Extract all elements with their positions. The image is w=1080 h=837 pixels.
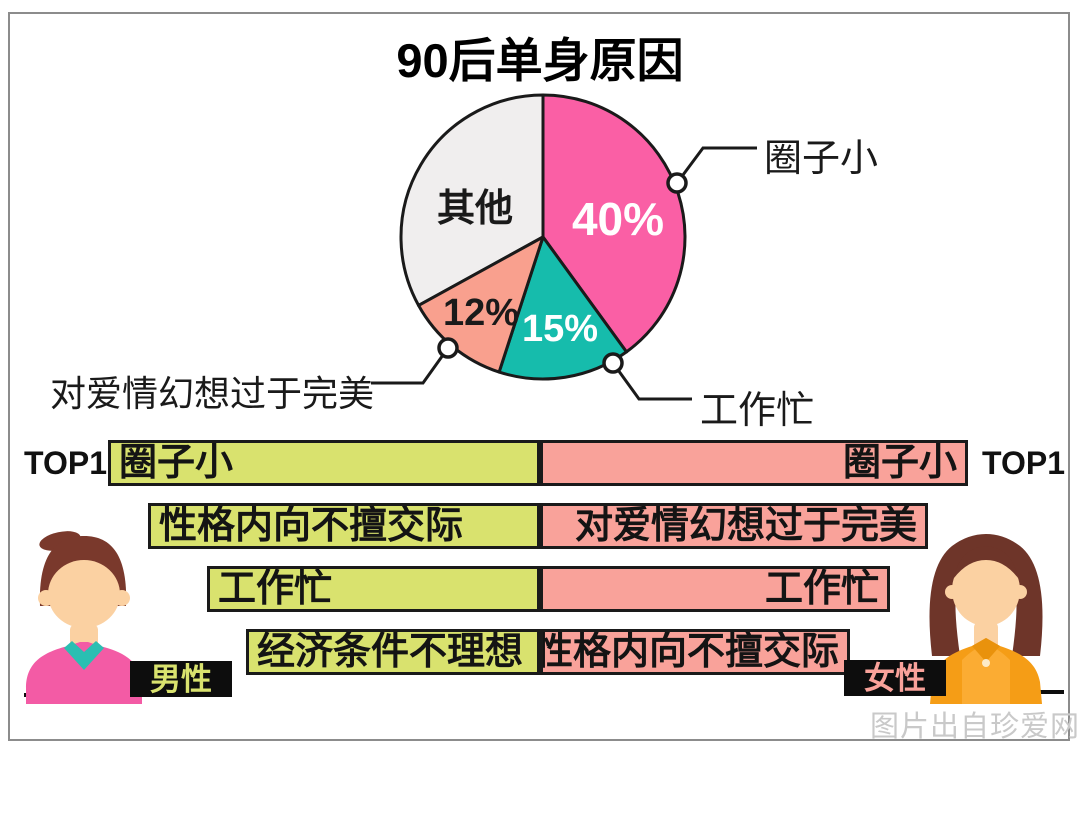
callout-line <box>675 146 757 184</box>
callout-dot <box>602 352 624 374</box>
male-tag-label: 男性 <box>150 661 212 697</box>
callout-busy-work <box>602 352 692 401</box>
callout-label-love-fantasy: 对爱情幻想过于完美 <box>50 373 375 414</box>
callout-label-busy-work: 工作忙 <box>700 390 815 432</box>
pie-value-12: 12% <box>443 292 519 334</box>
female-bar-rank2: 对爱情幻想过于完美 <box>540 503 928 549</box>
male-face <box>48 560 120 628</box>
male-rank4-label: 经济条件不理想 <box>257 631 524 673</box>
callout-love-fantasy <box>371 337 459 385</box>
callout-line <box>371 347 450 385</box>
male-rank2-label: 性格内向不擅交际 <box>159 505 464 547</box>
female-bangs <box>954 546 1018 578</box>
female-pendant <box>982 659 990 667</box>
rank-row-2: 性格内向不擅交际 对爱情幻想过于完美 <box>0 503 1080 549</box>
pie-chart: 40% 15% 12% 其他 <box>371 93 757 401</box>
male-rank3-label: 工作忙 <box>218 568 333 610</box>
pie-value-40: 40% <box>572 193 664 245</box>
female-tag: 女性 <box>844 660 946 696</box>
callout-line <box>611 362 692 401</box>
male-bar-rank2: 性格内向不擅交际 <box>148 503 540 549</box>
top1-badge-male: TOP1 <box>24 444 107 481</box>
callout-small-circle <box>666 146 757 194</box>
rank-row-1: 圈子小 圈子小 <box>0 440 1080 486</box>
male-rank1-label: 圈子小 <box>119 442 234 484</box>
female-rank4-label: 性格内向不擅交际 <box>540 631 839 673</box>
callout-label-small-circle: 圈子小 <box>764 138 879 180</box>
male-bar-rank1: 圈子小 <box>108 440 540 486</box>
chart-title: 90后单身原因 <box>396 34 684 87</box>
female-bar-rank1: 圈子小 <box>540 440 968 486</box>
rank-row-4: 经济条件不理想 性格内向不擅交际 <box>0 629 1080 675</box>
female-hair <box>929 534 1043 656</box>
female-bar-rank3: 工作忙 <box>540 566 890 612</box>
male-bar-rank4: 经济条件不理想 <box>246 629 540 675</box>
female-rank1-label: 圈子小 <box>842 442 957 484</box>
pie-slice-other <box>399 93 545 307</box>
female-face <box>952 554 1020 626</box>
male-tag: 男性 <box>130 661 232 697</box>
female-collar <box>972 638 1000 662</box>
male-bar-rank3: 工作忙 <box>207 566 540 612</box>
female-shirt-panel <box>962 644 1010 704</box>
pie-label-other: 其他 <box>437 188 513 230</box>
rank-row-3: 工作忙 工作忙 <box>0 566 1080 612</box>
callout-dot <box>666 172 688 194</box>
female-rank3-label: 工作忙 <box>764 568 879 610</box>
female-avatar-illustration <box>929 534 1043 704</box>
female-bar-rank4: 性格内向不擅交际 <box>540 629 850 675</box>
male-collar <box>64 641 104 670</box>
male-shirt <box>26 642 142 704</box>
female-tag-label: 女性 <box>864 660 926 696</box>
callout-dot <box>437 337 459 359</box>
female-rank2-label: 对爱情幻想过于完美 <box>574 505 917 547</box>
top1-badge-female: TOP1 <box>982 444 1065 481</box>
pie-value-15: 15% <box>522 308 598 350</box>
male-avatar-illustration <box>26 531 142 704</box>
watermark-text: 图片出自珍爱网 <box>870 711 1080 743</box>
